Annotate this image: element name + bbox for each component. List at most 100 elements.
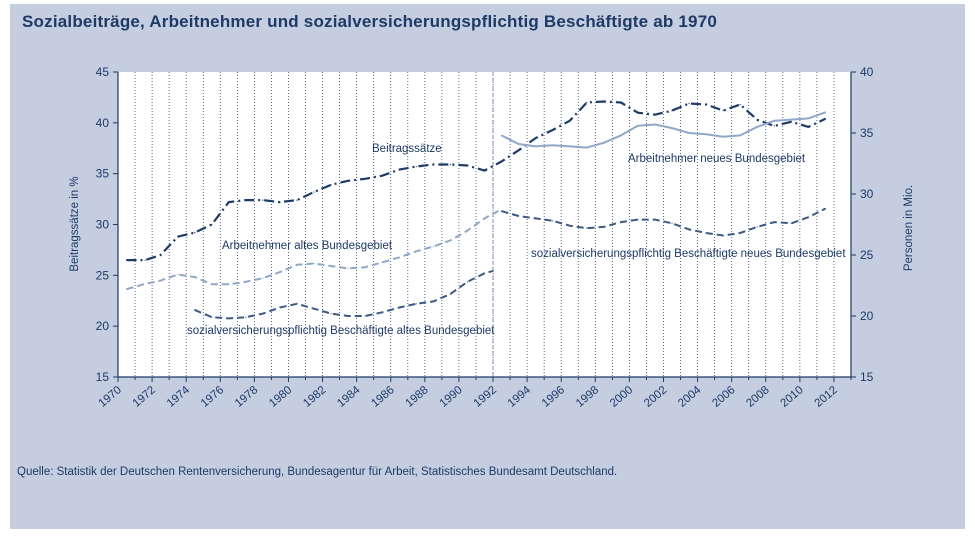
- series-2-point-8: [330, 312, 332, 315]
- series-3-point-19: [824, 111, 827, 113]
- series-1-point-5: [211, 283, 213, 285]
- x-tick-label-1974: 1974: [165, 384, 193, 410]
- series-2-point-14: [432, 300, 434, 302]
- series-0-point-21: [483, 170, 486, 172]
- series-3-point-18: [807, 117, 809, 119]
- series-4-point-3: [552, 220, 554, 222]
- series-3-point-2: [535, 145, 537, 148]
- series-0-point-26: [569, 120, 571, 122]
- series-3-point-9: [654, 123, 656, 126]
- right-axis-ticks: 15 20 25 30 35 40: [851, 65, 874, 384]
- source-note: Quelle: Statistik der Deutschen Rentenve…: [17, 466, 618, 478]
- x-tick-label-1994: 1994: [506, 384, 534, 410]
- series-2-point-10: [364, 315, 366, 317]
- left-tick-label-15: 15: [96, 370, 110, 384]
- series-line-4: [501, 207, 826, 237]
- right-tick-label-20: 20: [860, 309, 874, 323]
- x-tick-label-2008: 2008: [744, 384, 771, 410]
- left-tick-label-40: 40: [96, 116, 110, 130]
- left-tick-label-35: 35: [96, 167, 110, 181]
- series-0-point-22: [500, 160, 503, 163]
- series-0-point-15: [381, 175, 383, 177]
- series-4-point-17: [790, 222, 792, 224]
- series-0-point-0: [125, 259, 128, 261]
- series-0-point-31: [654, 114, 656, 116]
- series-0-point-6: [228, 201, 230, 203]
- series-1-point-1: [142, 283, 145, 285]
- series-4-point-6: [603, 226, 605, 228]
- x-tick-label-2004: 2004: [676, 384, 704, 410]
- series-2-point-0: [194, 309, 196, 311]
- series-1-point-12: [330, 265, 332, 267]
- x-tick-label-2002: 2002: [642, 384, 669, 410]
- series-0-point-12: [330, 184, 332, 186]
- series-1-point-7: [245, 281, 247, 283]
- series-0-point-13: [347, 180, 349, 182]
- x-tick-label-2006: 2006: [710, 384, 737, 410]
- series-0-point-17: [415, 165, 417, 168]
- series-0-point-29: [620, 101, 622, 104]
- series-0-point-41: [824, 118, 827, 120]
- series-2-point-11: [381, 311, 383, 313]
- series-1-point-21: [483, 217, 486, 219]
- annotation-arbeitnehmer-neu: Arbeitnehmer neues Bundesgebiet: [628, 153, 806, 165]
- x-tick-label-1970: 1970: [97, 384, 124, 410]
- series-0-point-37: [756, 119, 758, 121]
- x-tick-label-1984: 1984: [335, 384, 363, 410]
- series-4-point-15: [756, 226, 758, 228]
- x-tick-label-1988: 1988: [403, 384, 430, 410]
- series-3-point-4: [569, 145, 571, 148]
- series-2-point-4: [262, 312, 264, 315]
- series-2-point-18: [492, 270, 494, 272]
- series-1-point-4: [194, 276, 196, 278]
- series-3-point-1: [517, 143, 520, 145]
- series-3-point-12: [705, 133, 707, 135]
- x-tick-label-1982: 1982: [301, 384, 328, 410]
- left-tick-label-30: 30: [96, 218, 110, 232]
- series-1-point-0: [125, 288, 128, 290]
- series-1-point-8: [262, 277, 264, 279]
- series-3-point-14: [739, 134, 741, 137]
- series-3-point-3: [552, 144, 554, 146]
- series-4-point-1: [517, 215, 520, 217]
- series-0-point-4: [194, 232, 196, 234]
- series-4-point-0: [500, 210, 503, 212]
- right-tick-label-40: 40: [860, 65, 874, 79]
- right-tick-label-25: 25: [860, 248, 874, 262]
- series-1-point-22: [497, 210, 499, 212]
- x-tick-label-1972: 1972: [131, 384, 158, 410]
- series-1-point-6: [228, 283, 230, 285]
- x-tick-label-1980: 1980: [267, 384, 294, 410]
- series-0-point-36: [739, 103, 741, 106]
- left-axis-ticks: 15 20 25 30 35 40 45: [96, 65, 118, 384]
- series-4-point-11: [688, 228, 690, 230]
- series-4-point-7: [620, 221, 622, 223]
- series-0-point-10: [296, 199, 298, 201]
- x-tick-label-1998: 1998: [574, 384, 601, 410]
- series-3-point-10: [671, 127, 673, 129]
- series-2-point-9: [347, 315, 349, 317]
- series-0-point-25: [552, 129, 554, 131]
- x-tick-label-2012: 2012: [813, 384, 840, 410]
- series-2-point-3: [245, 316, 247, 318]
- left-axis-label: Beitragssätze in %: [69, 176, 81, 271]
- series-3-point-6: [603, 142, 605, 144]
- series-1-point-11: [313, 262, 315, 265]
- series-0-point-28: [603, 100, 605, 103]
- series-3-point-16: [773, 120, 775, 122]
- x-tick-label-1986: 1986: [369, 384, 396, 410]
- series-0-point-8: [262, 199, 264, 201]
- annotation-beschaeftigte-alt: sozialversicherungspflichtig Beschäftigt…: [187, 325, 495, 337]
- series-4-point-19: [824, 208, 827, 210]
- series-0-point-23: [517, 149, 520, 151]
- x-tick-label-1990: 1990: [438, 384, 465, 410]
- series-4-point-9: [654, 219, 656, 221]
- series-3-point-0: [500, 134, 503, 137]
- series-0-point-16: [398, 169, 400, 171]
- series-0-point-18: [432, 163, 434, 166]
- series-0-point-14: [364, 178, 366, 180]
- series-0-point-35: [722, 110, 724, 112]
- series-2-point-16: [466, 281, 469, 283]
- series-0-point-7: [245, 199, 247, 201]
- series-1-point-15: [381, 261, 383, 263]
